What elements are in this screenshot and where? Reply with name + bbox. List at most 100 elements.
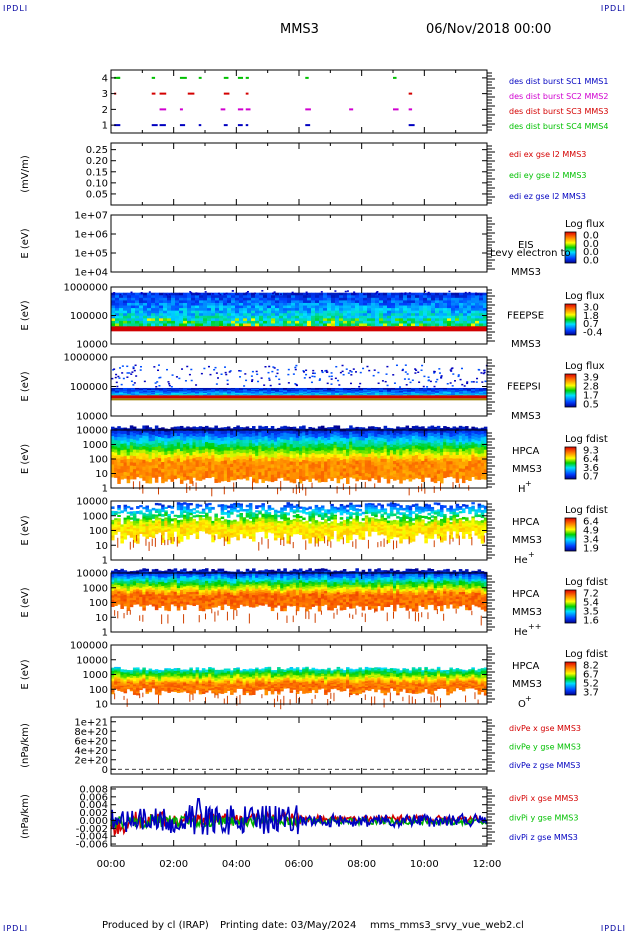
spectrogram-cell	[455, 387, 460, 390]
spectrogram-cell	[414, 448, 419, 453]
spectrogram-cell	[459, 313, 464, 317]
spectrogram-cell	[148, 437, 153, 442]
spectrogram-cell	[115, 300, 120, 304]
spectrogram-point	[355, 371, 358, 373]
spectrogram-cell	[289, 454, 294, 459]
spectrogram-cell	[305, 469, 309, 474]
spectrogram-cell	[349, 451, 353, 455]
spectrogram-cell	[248, 431, 253, 435]
spectrogram-cell	[219, 392, 224, 394]
spectrogram-cell	[355, 390, 360, 392]
spectrogram-cell	[295, 295, 300, 299]
spectrogram-point	[188, 373, 191, 376]
spectrogram-cell	[143, 318, 148, 322]
spectrogram-cell	[136, 440, 140, 444]
spectrogram-cell	[471, 310, 476, 314]
spectrogram-cell	[363, 313, 368, 317]
spectrogram-cell	[154, 436, 159, 441]
spectrogram-cell	[367, 388, 372, 390]
spectrogram-point	[451, 367, 454, 369]
spectrogram-cell	[235, 320, 240, 324]
spectrogram-cell	[259, 392, 264, 394]
spectrogram-cell	[415, 320, 420, 324]
spectrogram-cell	[247, 392, 252, 394]
spectrogram-cell	[231, 323, 236, 327]
spectrogram-cell	[324, 437, 328, 442]
spectrogram-cell	[323, 392, 328, 394]
spectrogram-cell	[151, 391, 156, 393]
spectrogram-cell	[248, 446, 253, 450]
spectrogram-cell	[435, 390, 440, 392]
spectrogram-cell	[347, 391, 352, 393]
spectrogram-cell	[443, 390, 448, 392]
spectrogram-point	[406, 373, 409, 375]
spectrogram-point	[319, 378, 322, 380]
spectrogram-cell	[424, 464, 428, 469]
spectrogram-point	[211, 293, 214, 295]
spectrogram-cell	[187, 313, 192, 317]
spectrogram-cell	[145, 464, 149, 469]
spectrogram-cell	[443, 295, 448, 299]
spectrogram-cell	[163, 388, 168, 390]
spectrogram-cell	[186, 472, 190, 477]
spectrogram-cell	[311, 446, 316, 451]
spectrogram-cell	[279, 393, 284, 395]
spectrogram-cell	[320, 450, 325, 455]
spectrogram-cell	[211, 388, 216, 390]
spectrogram-cell	[183, 387, 188, 390]
spectrogram-cell	[479, 388, 484, 390]
spectrogram-point	[165, 293, 168, 296]
spectrogram-drip	[195, 482, 197, 491]
spectrogram-cell	[251, 295, 256, 299]
spectrogram-cell	[264, 473, 269, 478]
spectrogram-cell	[203, 391, 208, 393]
spectrogram-point	[424, 290, 427, 293]
spectrogram-cell	[347, 310, 352, 314]
spectrogram-cell	[380, 431, 384, 436]
spectrogram-cell	[435, 313, 440, 317]
spectrogram-cell	[411, 459, 416, 463]
spectrogram-point	[402, 368, 405, 371]
spectrogram-cell	[187, 308, 192, 312]
spectrogram-cell	[195, 440, 200, 445]
spectrogram-cell	[239, 310, 244, 314]
spectrogram-cell	[211, 464, 215, 468]
spectrogram-point	[200, 372, 203, 375]
spectrogram-cell	[443, 300, 448, 304]
spectrogram-cell	[201, 433, 206, 438]
spectrogram-cell	[303, 318, 308, 322]
spectrogram-cell	[158, 446, 162, 450]
y-tick-label: 2	[102, 105, 108, 116]
spectrogram-cell	[239, 295, 244, 299]
spectrogram-cell	[355, 460, 359, 465]
spectrogram-cell	[199, 391, 204, 393]
spectrogram-point	[238, 370, 241, 372]
spectrogram-cell	[379, 308, 384, 312]
spectrogram-cell	[191, 392, 196, 394]
spectrogram-cell	[199, 387, 204, 390]
spectrogram-cell	[270, 478, 275, 483]
spectrogram-cell	[351, 300, 356, 304]
spectrogram-point	[377, 293, 380, 296]
spectrogram-cell	[198, 436, 203, 441]
spectrogram-cell	[264, 449, 269, 454]
spectrogram-cell	[139, 474, 143, 479]
spectrogram-cell	[371, 297, 376, 301]
spectrogram-cell	[139, 389, 144, 391]
spectrogram-cell	[120, 447, 124, 451]
spectrogram-cell	[283, 425, 287, 430]
spectrogram-cell	[371, 391, 376, 393]
spectrogram-cell	[275, 302, 280, 306]
spectrogram-cell	[283, 459, 287, 464]
spectrogram-cell	[427, 448, 431, 453]
burst-mark	[159, 124, 166, 127]
spectrogram-point	[126, 376, 129, 378]
spectrogram-cell	[431, 394, 436, 396]
spectrogram-cell	[415, 300, 420, 304]
spectrogram-cell	[148, 476, 153, 481]
spectrogram-point	[148, 291, 151, 293]
spectrogram-cell	[327, 468, 331, 473]
spectrogram-point	[326, 382, 329, 385]
spectrogram-cell	[459, 320, 464, 324]
spectrogram-cell	[393, 444, 397, 449]
